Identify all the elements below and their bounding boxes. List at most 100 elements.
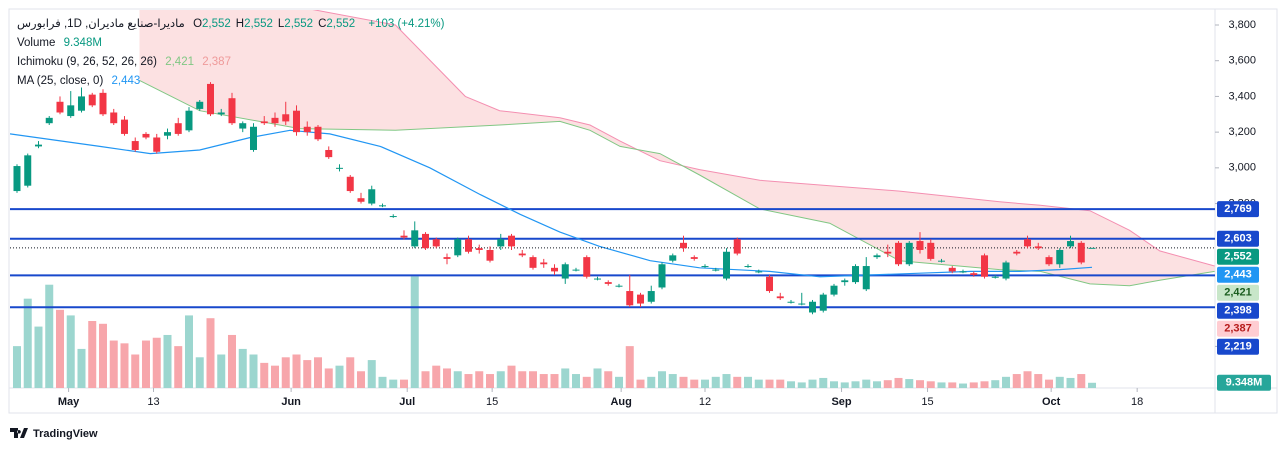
volume-bar [399,379,408,388]
volume-bar [346,357,355,388]
volume-bar [561,368,570,388]
x-tick-label: 18 [1131,396,1143,408]
volume-bar [152,337,161,388]
x-tick-label: Sep [831,396,851,408]
legend-name: Ichimoku (9, 26, 52, 26, 26) [17,56,157,68]
volume-bar [1034,374,1043,388]
candle-body [1034,246,1042,249]
candle-body [755,271,763,273]
volume-bar [744,376,753,388]
volume-bar [367,360,376,388]
candle-body [13,166,21,192]
ohlc-value: 2,552 [202,18,231,30]
candle-body [508,235,516,247]
price-label: 2,421 [1224,287,1252,299]
candle-body [895,242,903,265]
volume-bar [442,368,451,388]
candle-body [712,269,720,271]
symbol-title: مادیرا-صنایع مادیران, 1D, فرابورس [17,18,185,30]
candle-body [292,110,300,133]
price-label-bg [1217,284,1259,301]
volume-bar [529,371,538,388]
volume-bar [840,382,849,388]
candle-body [400,235,408,238]
candle-body [282,114,290,122]
volume-bar [507,365,516,388]
volume-bar [163,334,172,388]
volume-bar [410,276,419,388]
ohlc: O2,552 H2,552 L2,552 C2,552 [193,18,360,30]
volume-bar [808,379,817,388]
price-label-bg [1217,338,1259,355]
candle-body [325,149,333,158]
candle-body [927,242,935,259]
volume-bar [34,326,43,388]
candle-body [594,278,602,280]
candle-body [626,291,634,306]
candle-body [432,239,440,247]
candle-body [658,264,666,288]
volume-bar [1066,377,1075,388]
ohlc-key: C [318,18,327,30]
volume-bar [733,376,742,388]
price-label-bg [1217,320,1259,337]
volume-bar [701,379,710,388]
volume-bar [45,284,54,388]
candle-body [787,301,795,303]
candle-body [303,126,311,133]
candle-body [217,112,225,115]
volume-bar [539,374,548,388]
legend-name: Volume [17,37,56,49]
volume-bar [1088,382,1097,388]
price-label: 2,387 [1224,323,1252,335]
y-tick-label: 3,000 [1228,162,1256,174]
volume-bar [260,362,269,388]
price-label: 2,769 [1224,203,1252,215]
volume-bar [754,379,763,388]
ohlc-value: 2,552 [326,18,356,30]
frame [8,8,1278,414]
candle-body [34,144,42,147]
volume-label: 9.348M [1226,377,1263,389]
volume-bar [926,381,935,388]
candle-body [830,285,838,295]
candle-body [389,216,397,218]
candle-body [421,233,429,249]
candle-body [163,132,171,136]
candle-body [647,291,655,302]
price-label: 2,398 [1224,305,1252,317]
ohlc-key: H [235,18,245,30]
candle-body [669,255,677,261]
candle-body [346,176,354,192]
volume-bar [249,354,258,388]
candle-body [357,198,365,202]
candle-body [873,255,881,258]
x-tick-label: May [58,396,80,408]
axes: 3,8003,6003,4003,2003,0002,8002,000May13… [58,19,1271,408]
volume-bar [486,374,495,388]
x-tick-label: Oct [1042,396,1061,408]
volume-bar [66,315,75,388]
candle-body [454,239,462,256]
volume-bar [421,371,430,388]
volume-bar [98,323,107,388]
brand: TradingView [33,428,98,440]
x-tick-label: Jul [399,396,415,408]
volume-bar [206,318,215,388]
candle-body [572,269,580,271]
ohlc-key: O [193,18,203,30]
volume-bar [356,371,365,388]
candle-body [475,248,483,250]
volume-bar [303,360,312,388]
volume-bar [1045,379,1054,388]
candle-body [185,110,193,131]
candle-body [99,92,107,115]
volume-bar [862,379,871,388]
candle-body [131,141,139,150]
volume-bar [572,374,581,388]
change: +103 (+4.21%) [368,18,445,30]
candle-body [24,155,32,186]
candle-body [744,266,752,268]
